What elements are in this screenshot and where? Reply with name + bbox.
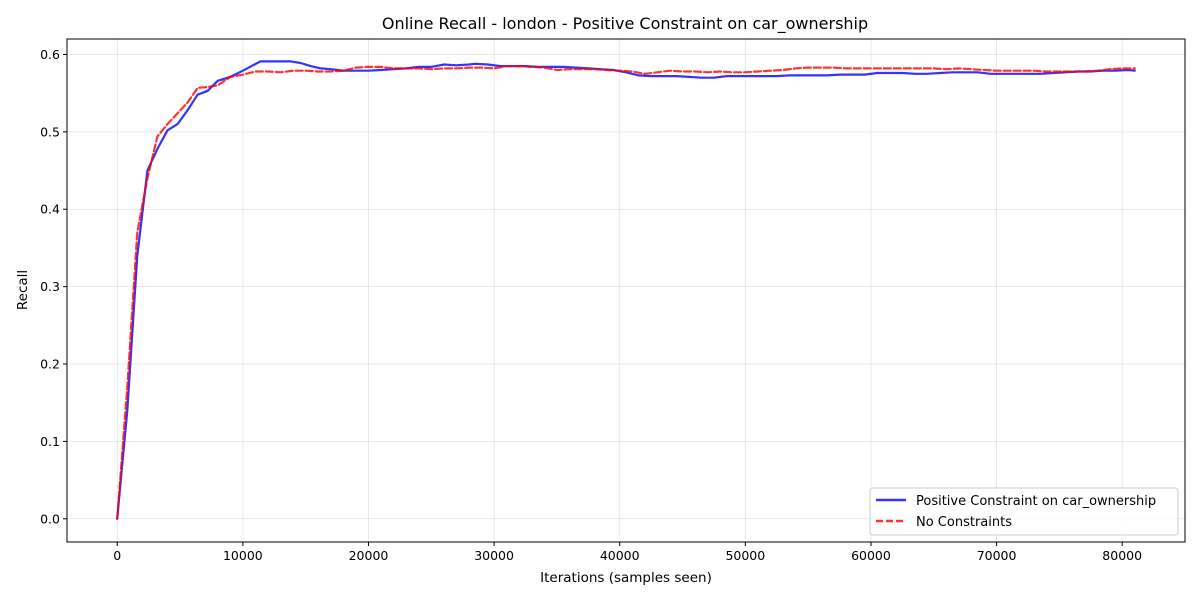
x-tick-label: 50000 [725,548,765,563]
series-line-no-constraints [116,64,1136,520]
y-tick-label: 0.6 [40,47,60,62]
x-tick-label: 40000 [600,548,640,563]
plot-frame [66,38,1186,543]
x-axis-label: Iterations (samples seen) [540,570,712,586]
series-line-positive-constraint-on-car-ownership [116,60,1136,520]
x-tick-label: 70000 [977,548,1017,563]
y-tick-label: 0.5 [40,124,60,139]
series-lines [116,60,1136,520]
x-tick-label: 60000 [851,548,891,563]
y-tick-label: 0.2 [40,357,60,372]
axis-ticks: 0 10000 20000 30000 40000 50000 60000 70000 8000… [40,47,1142,563]
y-axis-label: Recall [15,270,31,310]
x-tick-label: 10000 [223,548,263,563]
grid [67,39,1185,542]
y-tick-label: 0.4 [40,202,60,217]
chart-title: Online Recall - london - Positive Constr… [382,14,868,34]
x-tick-label: 20000 [349,548,389,563]
legend-label-positive-constraint: Positive Constraint on car_ownership [916,494,1156,509]
legend-label-no-constraints: No Constraints [916,515,1012,530]
legend: Positive Constraint on car_ownership No … [869,487,1179,536]
legend-box [869,487,1179,536]
x-tick-label: 80000 [1102,548,1142,563]
y-tick-label: 0.3 [40,279,60,294]
y-tick-label: 0.0 [40,511,60,526]
x-tick-label: 30000 [474,548,514,563]
y-tick-label: 0.1 [40,434,60,449]
x-tick-label: 0 [113,548,121,563]
